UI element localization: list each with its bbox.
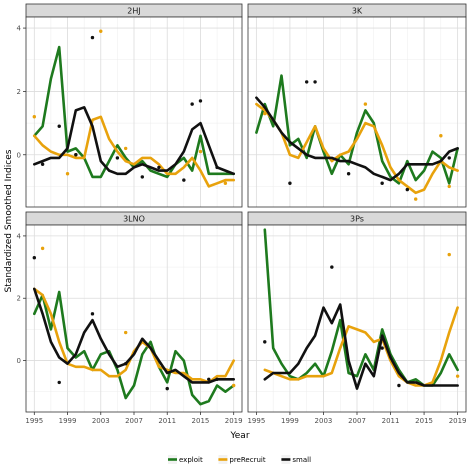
data-point-small: [313, 80, 317, 84]
x-tick-label: 2011: [382, 417, 400, 425]
x-tick-label: 2007: [125, 417, 143, 425]
series-line-preRecruit: [255, 102, 459, 195]
data-point-preRecruit: [40, 246, 45, 251]
data-point-small: [40, 162, 45, 166]
y-tick-label: 2: [17, 88, 21, 96]
data-point-small: [380, 346, 384, 350]
data-point-preRecruit: [447, 184, 451, 189]
series-line-small: [32, 287, 235, 384]
data-point-preRecruit: [363, 102, 368, 106]
y-tick-label: 4: [17, 232, 22, 240]
x-tick-label: 2019: [449, 417, 467, 425]
data-point-small: [90, 312, 95, 316]
x-axis-title: Year: [229, 431, 249, 441]
legend-label: preRecruit: [229, 456, 265, 464]
data-point-preRecruit: [413, 197, 418, 201]
x-tick-label: 1995: [247, 417, 265, 425]
x-tick-label: 2003: [315, 417, 333, 425]
data-point-preRecruit: [439, 134, 443, 138]
x-tick-label: 2007: [348, 417, 366, 425]
data-point-preRecruit: [263, 111, 267, 116]
data-point-small: [447, 156, 451, 160]
data-point-small: [405, 187, 410, 192]
data-point-preRecruit: [123, 330, 128, 335]
panel-3Ps: 3Ps 1995 1999 2003 2007 2011 2015 2019: [247, 211, 467, 425]
x-tick-label: 1999: [59, 417, 77, 425]
y-tick-label: 0: [17, 357, 21, 365]
legend: exploit preRecruit small: [168, 455, 311, 464]
series-line-exploit: [32, 290, 235, 406]
x-tick-label: 2015: [415, 417, 433, 425]
series-line-preRecruit: [32, 115, 235, 188]
data-point-small: [182, 178, 186, 182]
series-line-small: [255, 96, 459, 182]
data-point-small: [123, 361, 128, 366]
panel-title: 3Ps: [350, 215, 364, 224]
legend-label: small: [292, 456, 311, 464]
panel-border: [25, 16, 243, 208]
data-point-preRecruit: [223, 181, 228, 185]
panel-3LNO: 3LNO 0 2 4 1995 1999 2003 2007 2011 2015 2019: [17, 211, 243, 425]
data-point-small: [198, 99, 203, 103]
data-point-small: [304, 80, 309, 84]
y-tick-label: 0: [17, 151, 21, 159]
y-axis-title: Standardized Smoothed Indices: [4, 149, 14, 292]
data-point-small: [215, 377, 219, 381]
data-point-small: [57, 380, 61, 385]
x-tick-label: 2015: [192, 417, 210, 425]
legend-label: exploit: [179, 456, 203, 464]
legend-item-small: small: [281, 455, 311, 464]
x-tick-label: 2011: [158, 417, 176, 425]
panel-3K: 3K: [247, 3, 467, 208]
data-point-small: [74, 153, 78, 157]
data-point-small: [32, 256, 37, 260]
series-line-small: [263, 303, 459, 390]
series-line-small: [32, 106, 235, 176]
data-point-small: [397, 383, 401, 388]
x-tick-label: 2019: [225, 417, 243, 425]
data-point-preRecruit: [455, 374, 460, 378]
data-point-preRecruit: [123, 146, 128, 151]
data-point-preRecruit: [32, 115, 37, 119]
data-point-small: [330, 265, 334, 269]
data-point-small: [207, 377, 211, 381]
panels-layer: 2HJ 0 2 4 3K 3LNO 0 2 4 1995 1999 2003 2007 2011 2015 2…: [17, 3, 467, 425]
legend-item-exploit: exploit: [168, 455, 203, 464]
panel-title: 3K: [352, 7, 363, 16]
legend-item-preRecruit: preRecruit: [218, 455, 266, 464]
data-point-small: [165, 386, 169, 391]
x-tick-label: 1995: [25, 417, 43, 425]
data-point-small: [380, 181, 384, 185]
data-point-small: [140, 175, 145, 179]
x-tick-label: 1999: [281, 417, 299, 425]
data-point-preRecruit: [99, 29, 103, 33]
data-point-small: [157, 165, 161, 170]
data-point-preRecruit: [231, 383, 236, 388]
data-point-small: [215, 165, 219, 170]
panel-border: [247, 16, 467, 208]
y-tick-label: 4: [17, 25, 22, 33]
data-point-small: [346, 172, 351, 176]
data-point-small: [57, 124, 61, 128]
panel-2HJ: 2HJ 0 2 4: [17, 3, 243, 208]
panel-title: 3LNO: [123, 215, 145, 224]
data-point-preRecruit: [198, 149, 203, 154]
data-point-small: [288, 181, 292, 185]
y-tick-label: 2: [17, 295, 21, 303]
data-point-small: [115, 156, 120, 160]
data-point-small: [90, 35, 95, 40]
data-point-small: [263, 340, 267, 344]
series-line-exploit: [255, 74, 459, 185]
data-point-preRecruit: [447, 252, 451, 257]
x-tick-label: 2003: [92, 417, 110, 425]
data-point-preRecruit: [65, 172, 70, 176]
data-point-small: [190, 102, 194, 106]
panel-title: 2HJ: [127, 7, 140, 16]
